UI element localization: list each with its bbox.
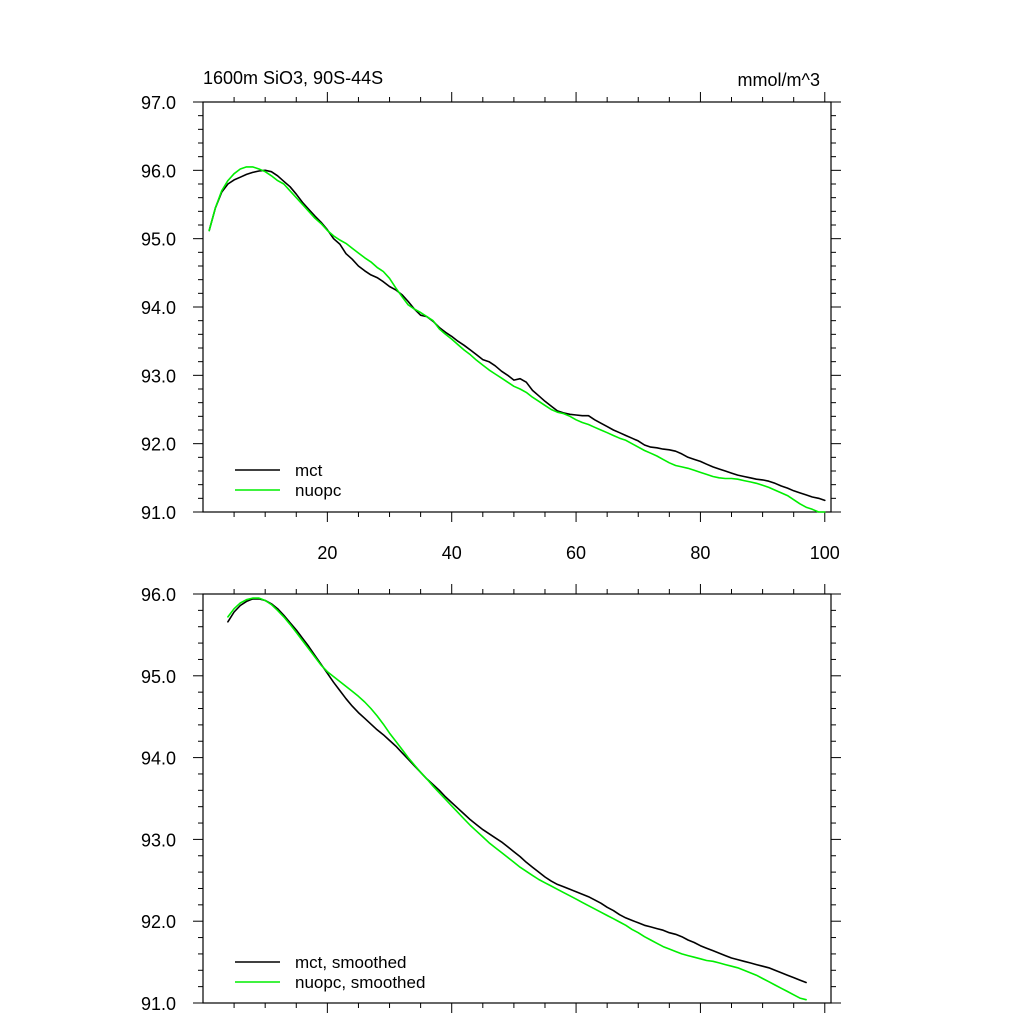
x-tick-label: 80: [690, 543, 710, 563]
legend-label: mct, smoothed: [295, 953, 407, 972]
y-tick-label: 94.0: [141, 298, 176, 318]
x-tick-label: 20: [317, 543, 337, 563]
units-label: mmol/m^3: [738, 70, 820, 90]
y-tick-label: 92.0: [141, 912, 176, 932]
y-tick-label: 91.0: [141, 503, 176, 523]
y-tick-label: 95.0: [141, 230, 176, 250]
series-line-nuopc: [208, 166, 826, 513]
bottom-panel: 91.0 92.0 93.0 94.0 95.0 96.0 mct, smoothednuo…: [141, 584, 841, 1014]
y-tick-label: 92.0: [141, 435, 176, 455]
y-tick-label: 96.0: [141, 585, 176, 605]
y-tick-label: 97.0: [141, 93, 176, 113]
legend-label: nuopc, smoothed: [295, 973, 425, 992]
series-line-nuopc-smoothed: [227, 597, 807, 1001]
plot-frame: [202, 593, 832, 1004]
y-tick-label: 96.0: [141, 161, 176, 181]
x-tick-label: 100: [810, 543, 840, 563]
legend-label: nuopc: [295, 481, 342, 500]
y-tick-label: 94.0: [141, 749, 176, 769]
top-panel: 1600m SiO3, 90S-44S mmol/m^3 20 40 60 80 100…: [141, 68, 841, 563]
panel-title-left: 1600m SiO3, 90S-44S: [203, 68, 383, 88]
plot-frame: [202, 101, 832, 513]
series-line-mct: [208, 169, 826, 502]
x-tick-label: 40: [442, 543, 462, 563]
y-tick-label: 91.0: [141, 994, 176, 1014]
legend-label: mct: [295, 461, 323, 480]
y-tick-label: 95.0: [141, 667, 176, 687]
y-tick-label: 93.0: [141, 830, 176, 850]
x-tick-label: 60: [566, 543, 586, 563]
y-tick-label: 93.0: [141, 366, 176, 386]
